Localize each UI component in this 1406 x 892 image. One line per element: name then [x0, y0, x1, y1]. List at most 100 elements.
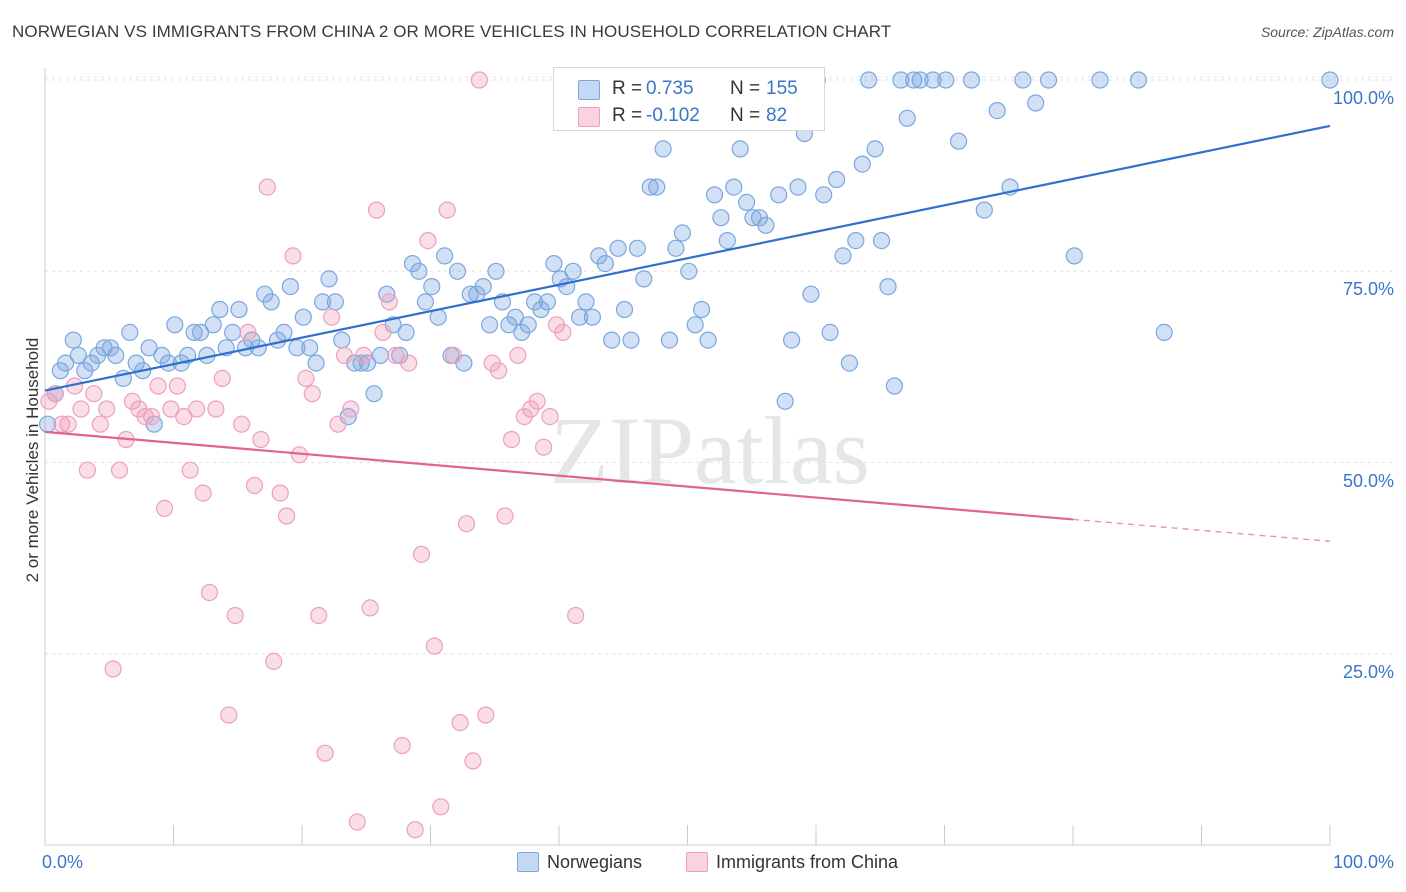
data-point [204, 316, 222, 334]
data-point [1027, 94, 1045, 112]
trend-line-china-extension [1072, 518, 1331, 542]
data-point [635, 270, 653, 288]
data-point [265, 652, 283, 671]
data-point [821, 323, 839, 341]
data-point [648, 178, 666, 196]
data-point [316, 744, 334, 762]
data-point [470, 71, 488, 89]
data-point [448, 262, 467, 280]
data-point [310, 606, 328, 625]
data-point [59, 415, 77, 433]
legend-n-value: 155 [766, 78, 798, 99]
data-point [348, 813, 366, 831]
data-point [609, 239, 627, 257]
data-point [432, 798, 450, 816]
legend-row-norwegians: R = 0.735 N = 155 [554, 76, 824, 104]
legend-swatch-china [578, 107, 600, 127]
data-point [275, 323, 293, 341]
data-point [487, 262, 505, 280]
data-point [673, 224, 692, 242]
data-point [78, 461, 97, 479]
data-point [393, 736, 411, 755]
data-point [737, 193, 756, 211]
data-point [815, 186, 833, 204]
data-point [725, 178, 743, 196]
data-point [361, 599, 379, 617]
data-point [1039, 71, 1058, 89]
y-tick-label: 25.0% [1342, 661, 1394, 682]
data-point [1129, 71, 1148, 89]
data-point [410, 262, 428, 280]
data-point [583, 308, 602, 326]
data-point [297, 369, 315, 387]
legend-n-label: N = [730, 105, 761, 126]
data-point [425, 637, 443, 655]
data-point [477, 706, 495, 724]
data-point [107, 346, 125, 364]
data-point [988, 101, 1006, 120]
data-point [85, 385, 103, 403]
data-point [233, 415, 251, 433]
legend-n-label: N = [730, 78, 761, 99]
data-point [1091, 71, 1109, 89]
data-point [211, 300, 229, 319]
data-point [213, 369, 231, 387]
data-point [534, 438, 553, 456]
china-points [40, 71, 585, 839]
data-point [731, 140, 749, 158]
data-point [307, 354, 325, 372]
data-point [239, 323, 257, 341]
data-point [911, 71, 929, 89]
data-point [1014, 71, 1032, 89]
data-point [506, 308, 524, 326]
data-point [98, 400, 116, 418]
data-point [181, 461, 199, 479]
data-point [776, 392, 794, 410]
data-point [303, 385, 321, 403]
data-point [718, 232, 736, 250]
trend-lines [44, 124, 1331, 542]
x-tick-label: 100.0% [1332, 852, 1394, 872]
data-point [323, 308, 341, 326]
data-point [162, 400, 180, 418]
legend-r-label: R = [612, 78, 643, 99]
data-point [490, 362, 508, 380]
data-point [367, 201, 386, 219]
data-point [860, 71, 878, 89]
data-point [866, 140, 884, 158]
data-point [121, 323, 139, 341]
data-point [329, 415, 347, 433]
data-point [380, 293, 398, 311]
data-point [667, 239, 685, 257]
data-point [419, 232, 437, 250]
gridlines [45, 76, 1392, 655]
data-point [1155, 323, 1173, 341]
data-point [91, 415, 109, 433]
data-point [136, 408, 154, 426]
data-point [416, 293, 434, 311]
data-point [457, 515, 476, 533]
data-point [949, 132, 968, 150]
data-point [924, 71, 942, 89]
data-point [872, 232, 891, 250]
data-point [110, 461, 129, 479]
data-point [782, 331, 801, 349]
data-point [69, 346, 88, 364]
bottom-legend-label: Norwegians [547, 852, 643, 872]
data-point [853, 155, 871, 173]
legend-swatch-norwegians [578, 80, 600, 100]
data-point [56, 354, 75, 372]
data-point [335, 346, 353, 364]
data-point [564, 262, 582, 280]
norwegians-points [38, 71, 1339, 433]
data-point [789, 178, 807, 196]
data-point [258, 178, 276, 196]
data-point [577, 293, 595, 311]
data-point [374, 323, 392, 341]
data-point [481, 316, 499, 334]
data-point [438, 201, 456, 219]
data-point [155, 499, 174, 517]
data-point [451, 713, 469, 732]
data-point [226, 606, 244, 625]
data-point [603, 331, 621, 349]
